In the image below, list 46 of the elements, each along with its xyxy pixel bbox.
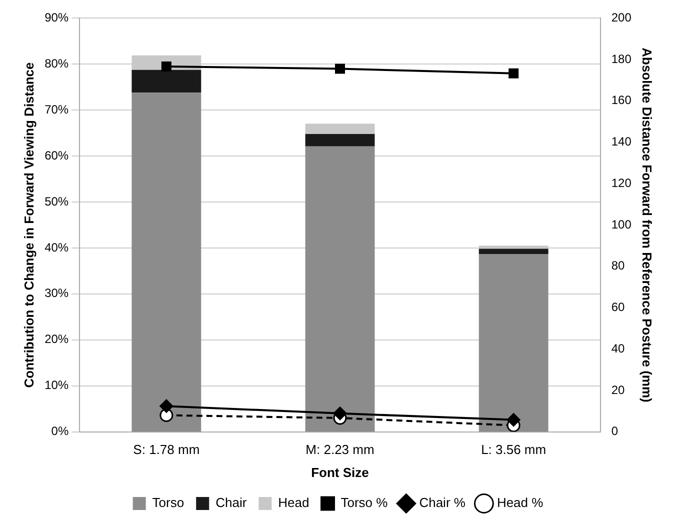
point: [335, 64, 345, 74]
y2-tick-label: 40: [611, 341, 626, 356]
point: [160, 399, 174, 413]
y-tick-label: 70%: [44, 102, 69, 116]
y2-tick-label: 0: [611, 424, 618, 438]
legend-label: Chair %: [419, 495, 466, 510]
y-tick-label: 60%: [44, 148, 69, 162]
y2-tick-label: 80: [611, 258, 626, 273]
y-tick-label: 80%: [44, 56, 69, 70]
x-tick-label: L: 3.56 mm: [481, 442, 546, 458]
bar: [305, 124, 375, 134]
y2-tick-label: 20: [611, 382, 626, 397]
y2-axis-title: Absolute Distance Forward from Reference Posture (mm): [640, 48, 655, 402]
bar: [305, 134, 375, 146]
legend-label: Chair: [216, 495, 248, 510]
point: [506, 413, 520, 427]
point: [161, 61, 172, 72]
y2-tick-label: 60: [611, 300, 626, 314]
bar: [132, 92, 202, 432]
y-tick-label: 40%: [44, 240, 69, 254]
legend-label: Head %: [496, 495, 544, 510]
y2-tick-label: 100: [611, 217, 632, 232]
point: [333, 406, 347, 420]
legend-label: Torso %: [340, 495, 388, 510]
y-tick-label: 10%: [44, 378, 69, 392]
y-tick-label: 90%: [44, 10, 69, 25]
x-tick-label: S: 1.78 mm: [133, 442, 200, 458]
y2-tick-label: 120: [611, 176, 632, 190]
point: [508, 68, 519, 78]
y-tick-label: 0%: [51, 424, 69, 438]
x-axis-title: Font Size: [311, 464, 369, 480]
x-tick-label: M: 2.23 mm: [306, 442, 374, 458]
y-tick-label: 20%: [44, 332, 69, 346]
bar: [305, 146, 375, 432]
y2-tick-label: 160: [611, 93, 632, 108]
legend-label: Head: [278, 495, 310, 510]
bar: [132, 70, 202, 93]
bar: [478, 248, 548, 254]
y2-tick-label: 140: [611, 134, 632, 149]
y-axis-title: Contribution to Change in Forward Viewing Distance: [21, 62, 36, 388]
legend-label: Torso: [152, 495, 184, 510]
y-tick-label: 30%: [44, 286, 69, 300]
y-tick-label: 50%: [44, 194, 69, 208]
y2-tick-label: 180: [611, 52, 632, 66]
bar: [478, 254, 548, 432]
y2-tick-label: 200: [611, 10, 632, 25]
